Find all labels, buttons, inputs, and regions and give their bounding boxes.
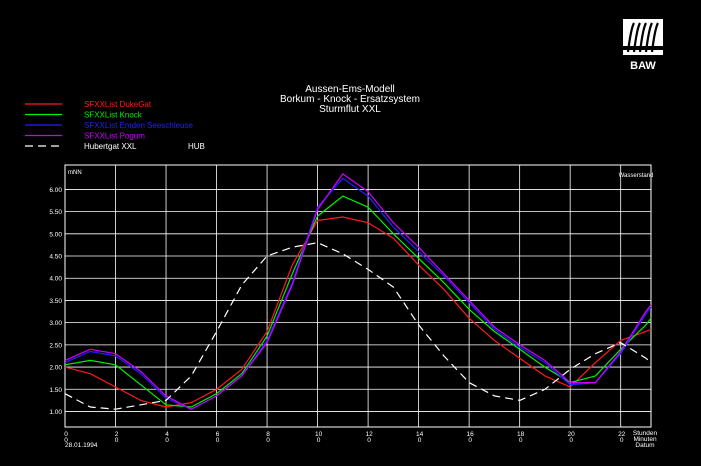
x-tick-label: 10 xyxy=(315,431,323,438)
x-tick-sublabel: 0 xyxy=(519,437,523,444)
y-tick-label: 5.50 xyxy=(49,209,62,216)
plot-frame xyxy=(64,164,652,428)
date-label: 28.01.1994 xyxy=(65,442,98,449)
x-tick-label: 8 xyxy=(266,431,270,438)
x-tick-label: 22 xyxy=(618,431,626,438)
x-tick-label: 14 xyxy=(416,431,424,438)
x-tick-sublabel: 0 xyxy=(569,437,573,444)
x-tick-sublabel: 0 xyxy=(620,437,624,444)
y-tick-label: 6.00 xyxy=(49,187,62,194)
panel-label: Wasserstand xyxy=(619,173,654,179)
baw-logo: BAW xyxy=(623,19,663,72)
legend-label: SFXXList DukeGat xyxy=(84,100,152,109)
y-tick-label: 4.50 xyxy=(49,254,62,261)
legend-extra-label: HUB xyxy=(188,142,205,151)
x-tick-sublabel: 0 xyxy=(115,437,119,444)
x-tick-label: 4 xyxy=(165,431,169,438)
title-line-1: Aussen-Ems-Modell xyxy=(305,84,394,95)
plot-area: mNN Wasserstand 1.00 1.50 2.00 2.50 3.00 3.50… xyxy=(49,164,658,449)
y-tick-label: 4.00 xyxy=(49,276,62,283)
x-axis-caption: Minuten xyxy=(633,436,657,443)
x-tick-sublabel: 0 xyxy=(317,437,321,444)
logo-text: BAW xyxy=(630,60,656,72)
x-tick-label: 16 xyxy=(467,431,475,438)
x-tick-sublabel: 0 xyxy=(64,437,68,444)
series-line xyxy=(64,242,652,410)
x-tick-label: 0 xyxy=(64,431,68,438)
y-tick-label: 2.50 xyxy=(49,342,62,349)
y-tick-label: 2.00 xyxy=(49,365,62,372)
x-tick-label: 20 xyxy=(568,431,576,438)
legend-label: SFXXList Knock xyxy=(84,111,143,120)
y-tick-label: 3.50 xyxy=(49,298,62,305)
y-tick-label: 3.00 xyxy=(49,320,62,327)
x-tick-sublabel: 0 xyxy=(367,437,371,444)
title-line-2: Borkum - Knock - Ersatzsystem xyxy=(280,94,420,105)
x-tick-label: 18 xyxy=(517,431,525,438)
x-tick-sublabel: 0 xyxy=(165,437,169,444)
y-tick-label: 5.00 xyxy=(49,231,62,238)
y-tick-label: 1.50 xyxy=(49,387,62,394)
x-tick-sublabel: 0 xyxy=(468,437,472,444)
legend-label: SFXXList Pogum xyxy=(84,132,145,141)
title-line-3: Sturmflut XXL xyxy=(319,104,381,115)
legend-label: Hubertgat XXL xyxy=(84,142,137,151)
x-tick-label: 6 xyxy=(216,431,220,438)
x-tick-sublabel: 0 xyxy=(216,437,220,444)
x-axis-caption: Stunden xyxy=(633,430,658,437)
series-line xyxy=(64,177,652,410)
legend-label: SFXXList Emden Seeschleuse xyxy=(84,121,193,130)
x-tick-label: 2 xyxy=(115,431,119,438)
x-tick-sublabel: 0 xyxy=(418,437,422,444)
x-tick-sublabel: 0 xyxy=(266,437,270,444)
series-line xyxy=(64,173,652,410)
y-tick-label: 1.00 xyxy=(49,409,62,416)
y-unit-label: mNN xyxy=(68,170,82,176)
x-tick-label: 12 xyxy=(365,431,373,438)
series-line xyxy=(64,216,652,408)
chart-title: Aussen-Ems-Modell Borkum - Knock - Ersat… xyxy=(280,84,420,115)
x-axis-caption: Datum xyxy=(635,442,654,449)
